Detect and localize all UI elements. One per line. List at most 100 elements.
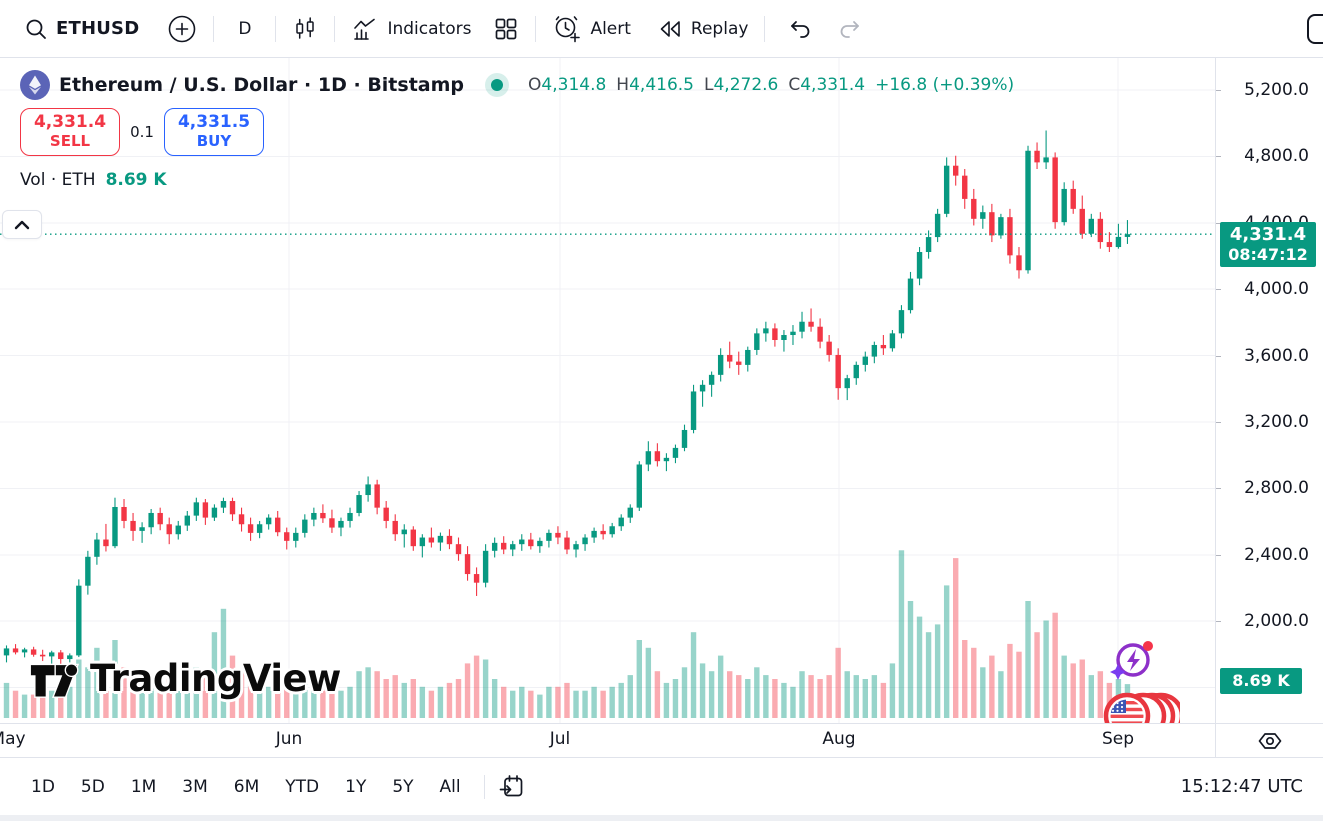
chart-pane[interactable]: Ethereum / U.S. Dollar · 1D · Bitstamp O… [0,58,1215,723]
current-price: 4,331.4 [1229,224,1307,245]
search-icon [24,17,48,41]
alert-clock-icon [552,14,582,44]
toolbar-divider [483,774,485,799]
price-axis-label: 2,000.0 [1244,611,1309,632]
range-button-5y[interactable]: 5Y [381,772,424,802]
price-axis-label: 5,200.0 [1244,80,1309,100]
grid-layout-icon [493,16,519,42]
layout-templates-button[interactable] [487,12,525,46]
indicators-button[interactable]: Indicators [345,11,477,47]
price-axis-label: 3,200.0 [1244,412,1309,432]
interval-label: D [238,18,252,39]
price-axis-tick [1216,156,1221,158]
price-axis-tick [1216,488,1221,490]
top-toolbar: ETHUSD D Indicators [0,0,1323,58]
collapse-legend-button[interactable] [2,210,42,239]
ethereum-logo [20,70,50,100]
low-value: 4,272.6 [713,75,779,95]
go-to-date-button[interactable] [497,772,527,802]
range-button-ytd[interactable]: YTD [274,772,330,802]
price-axis-tick [1216,90,1221,91]
close-value: 4,331.4 [800,75,866,95]
price-axis-label: 4,000.0 [1244,279,1309,300]
symbol-name: ETHUSD [56,18,140,39]
range-button-1d[interactable]: 1D [20,772,66,802]
replay-button[interactable]: Replay [651,12,755,46]
bottom-toolbar: 1D 5D 1M 3M 6M YTD 1Y 5Y All 15:12:47 UTC [0,757,1323,815]
high-value: 4,416.5 [629,75,694,95]
replay-label: Replay [690,18,749,39]
range-button-all[interactable]: All [429,772,472,802]
time-axis[interactable]: May Jun Jul Aug Sep [0,723,1323,757]
volume-label: Vol · ETH [20,170,96,190]
calendar-arrow-icon [499,774,522,796]
buy-button[interactable]: 4,331.5 BUY [164,108,264,156]
range-button-1m[interactable]: 1M [120,772,167,802]
usd-coins-icon[interactable] [1100,688,1180,723]
range-button-5d[interactable]: 5D [70,772,116,802]
undo-icon [787,16,813,42]
volume-value: 8.69 K [105,170,167,190]
overlay-icons [1100,636,1190,723]
redo-icon [837,16,863,42]
price-axis-tick [1216,289,1221,291]
volume-badge: 8.69 K [1220,668,1302,694]
toolbar-divider [764,15,766,42]
time-axis-label-sep: Sep [1101,729,1135,749]
range-buttons: 1D 5D 1M 3M 6M YTD 1Y 5Y All [20,772,472,802]
compare-add-symbol-button[interactable] [161,10,203,48]
symbol-search-button[interactable]: ETHUSD [18,13,145,45]
page-bottom-strip [0,815,1323,821]
clock-utc[interactable]: 15:12:47 UTC [1180,776,1303,797]
indicators-label: Indicators [387,18,472,39]
settings-icon[interactable] [1257,728,1283,754]
replay-rewind-icon [657,16,683,42]
undo-button[interactable] [781,12,819,46]
chevron-up-icon [14,220,30,229]
bar-countdown: 08:47:12 [1228,245,1308,264]
indicators-icon [351,15,379,43]
price-axis[interactable]: 4,331.4 08:47:12 8.69 K 5,200.0 4,800.0 4,… [1215,58,1323,723]
price-axis-tick [1216,621,1221,623]
open-value: 4,314.8 [541,75,607,95]
chart-area: Ethereum / U.S. Dollar · 1D · Bitstamp O… [0,58,1323,723]
price-axis-label: 4,800.0 [1244,146,1309,167]
sell-price: 4,331.4 [33,112,107,132]
time-axis-label-jun: Jun [275,729,303,749]
spread-value: 0.1 [130,123,154,141]
time-axis-labels: May Jun Jul Aug Sep [0,724,1215,757]
price-axis-label: 3,600.0 [1244,345,1309,366]
change-value: +16.8 (+0.39%) [875,75,1015,95]
candlestick-chart[interactable] [0,58,1215,723]
toolbar-divider [535,15,537,42]
alert-button[interactable]: Alert [546,10,636,48]
toolbar-divider [213,15,215,42]
range-button-1y[interactable]: 1Y [334,772,377,802]
current-price-badge: 4,331.4 08:47:12 [1220,222,1316,267]
window-layout-icon[interactable] [1307,14,1323,44]
time-axis-label-aug: Aug [822,729,856,749]
price-axis-label: 2,400.0 [1244,544,1309,565]
volume-legend: Vol · ETH 8.69 K [20,170,1014,190]
alert-label: Alert [590,18,631,39]
interval-button[interactable]: D [224,15,265,43]
market-status-dot[interactable] [485,73,510,97]
time-axis-label-jul: Jul [549,729,571,749]
range-button-6m[interactable]: 6M [223,772,270,802]
ohlc-values: O4,314.8 H4,416.5 L4,272.6 C4,331.4 +16.… [528,75,1015,95]
symbol-title[interactable]: Ethereum / U.S. Dollar · 1D · Bitstamp [59,74,465,96]
range-button-3m[interactable]: 3M [171,772,218,802]
price-axis-tick [1216,355,1221,357]
candlestick-icon [292,16,318,42]
sell-button[interactable]: 4,331.4 SELL [20,108,120,156]
redo-button[interactable] [831,12,869,46]
toolbar-divider [275,15,277,42]
time-axis-corner [1215,724,1323,757]
chart-type-button[interactable] [286,12,324,46]
ai-spark-icon[interactable] [1106,636,1158,688]
price-axis-label: 2,800.0 [1244,478,1309,499]
price-axis-tick [1216,222,1221,224]
chart-legend: Ethereum / U.S. Dollar · 1D · Bitstamp O… [20,70,1014,190]
buy-price: 4,331.5 [177,112,251,132]
